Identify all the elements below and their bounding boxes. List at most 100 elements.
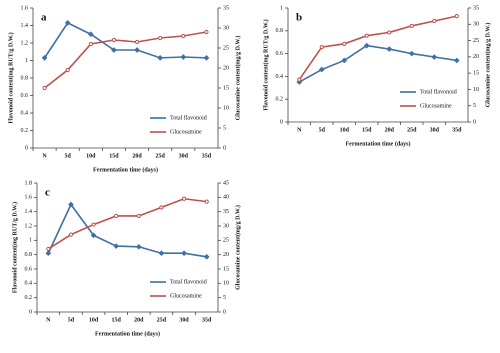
x-axis-title: Fermentation time (days) <box>346 140 411 147</box>
x-tick-label: 35d <box>202 153 212 159</box>
y2-tick-label: 5 <box>223 295 226 301</box>
y2-tick-label: 35 <box>223 5 229 11</box>
x-tick-label: 5d <box>65 153 72 159</box>
point <box>387 30 392 35</box>
x-axis-title: Fermentation time (days) <box>93 166 158 173</box>
y2-tick-label: 40 <box>223 195 229 201</box>
point <box>159 205 164 210</box>
y2-tick-label: 25 <box>223 238 229 244</box>
point <box>204 29 209 35</box>
x-tick-label: 10d <box>86 153 96 159</box>
y-tick-label: 1.8 <box>25 180 33 186</box>
y-tick-label: 1.4 <box>21 23 29 29</box>
point <box>46 246 51 252</box>
x-tick-label: 20d <box>134 317 144 323</box>
point <box>319 44 324 50</box>
y-tick-label: 0.2 <box>25 295 33 301</box>
series-line <box>43 21 207 59</box>
legend-label: Total flavonoid <box>170 278 207 285</box>
y-tick-label: 1.2 <box>25 223 33 229</box>
point <box>114 213 119 219</box>
panel-label: a <box>41 12 47 24</box>
point <box>136 213 141 219</box>
y2-tick-label: 20 <box>223 65 229 71</box>
y-tick-label: 0.2 <box>276 97 284 103</box>
series-line <box>298 44 457 83</box>
point <box>90 232 97 239</box>
y2-tick-label: 0 <box>223 309 226 315</box>
point <box>42 85 47 91</box>
y-tick-label: 0.4 <box>276 74 284 80</box>
x-tick-label: N <box>297 127 302 133</box>
y-tick-label: 0 <box>29 309 32 315</box>
x-tick-label: 35d <box>202 317 212 323</box>
y2-tick-label: 5 <box>473 103 476 109</box>
y-tick-label: 0.6 <box>276 51 284 57</box>
y2-tick-label: 0 <box>223 145 226 151</box>
y-tick-label: 0.4 <box>25 281 33 287</box>
y2-tick-label: 35 <box>223 209 229 215</box>
panel-label: c <box>45 187 50 199</box>
point <box>157 55 164 61</box>
y2-tick-label: 25 <box>473 38 479 44</box>
point <box>45 250 52 257</box>
point <box>180 54 187 60</box>
x-tick-label: 10d <box>340 127 350 133</box>
x-tick-label: 30d <box>430 127 440 133</box>
point <box>408 50 415 57</box>
x-tick-label: 15d <box>112 317 122 323</box>
y2-tick-label: 10 <box>223 105 229 111</box>
point <box>111 37 117 43</box>
x-tick-label: 5d <box>319 127 326 133</box>
point <box>135 243 142 250</box>
y2-tick-label: 15 <box>223 85 229 91</box>
point <box>158 35 163 41</box>
point <box>113 243 120 249</box>
y2-tick-label: 30 <box>473 22 479 28</box>
x-tick-label: N <box>46 317 51 323</box>
point <box>454 14 459 19</box>
point <box>203 253 210 260</box>
y2-tick-label: 20 <box>473 54 479 60</box>
series-line <box>298 15 457 81</box>
y-tick-label: 1.6 <box>21 5 29 11</box>
panel-label: b <box>296 12 302 24</box>
y2-tick-label: 10 <box>473 87 479 93</box>
point <box>181 196 187 201</box>
y-tick-label: 1 <box>280 5 283 11</box>
y2-tick-label: 35 <box>473 5 479 11</box>
x-tick-label: 5d <box>68 317 75 323</box>
point <box>342 41 347 46</box>
y2-tick-label: 10 <box>223 281 229 287</box>
y-tick-label: 1 <box>25 58 28 64</box>
x-tick-label: 25d <box>156 153 166 159</box>
point <box>203 55 210 61</box>
y-tick-label: 0 <box>280 119 283 125</box>
y-tick-label: 0.8 <box>276 28 284 34</box>
y-tick-label: 1 <box>29 238 32 244</box>
legend-label: Glucosamine <box>420 103 452 109</box>
y2-tick-label: 30 <box>223 223 229 229</box>
x-tick-label: N <box>42 153 47 159</box>
series-line <box>47 197 207 250</box>
y2-axis-title: Glucosamine content(mg/g D.W.) <box>234 205 241 290</box>
y-tick-label: 0.8 <box>25 252 33 258</box>
point <box>158 250 165 257</box>
point <box>453 57 460 64</box>
y-tick-label: 0.4 <box>21 110 29 116</box>
x-tick-label: 20d <box>385 127 395 133</box>
y-axis-title: Flavonoid content(mg RUT/g D.W.) <box>11 202 18 293</box>
point <box>409 23 414 29</box>
y2-tick-label: 20 <box>223 252 229 258</box>
point <box>181 250 187 257</box>
x-tick-label: 20d <box>132 153 142 159</box>
point <box>91 222 96 227</box>
x-tick-label: 25d <box>407 127 417 133</box>
y-tick-label: 1.2 <box>21 40 29 46</box>
y2-axis-title: Glucosamine content(mg/g D.W.) <box>234 36 241 121</box>
point <box>204 199 209 204</box>
x-tick-label: 35d <box>452 127 462 133</box>
point <box>386 46 393 52</box>
point <box>88 41 93 47</box>
